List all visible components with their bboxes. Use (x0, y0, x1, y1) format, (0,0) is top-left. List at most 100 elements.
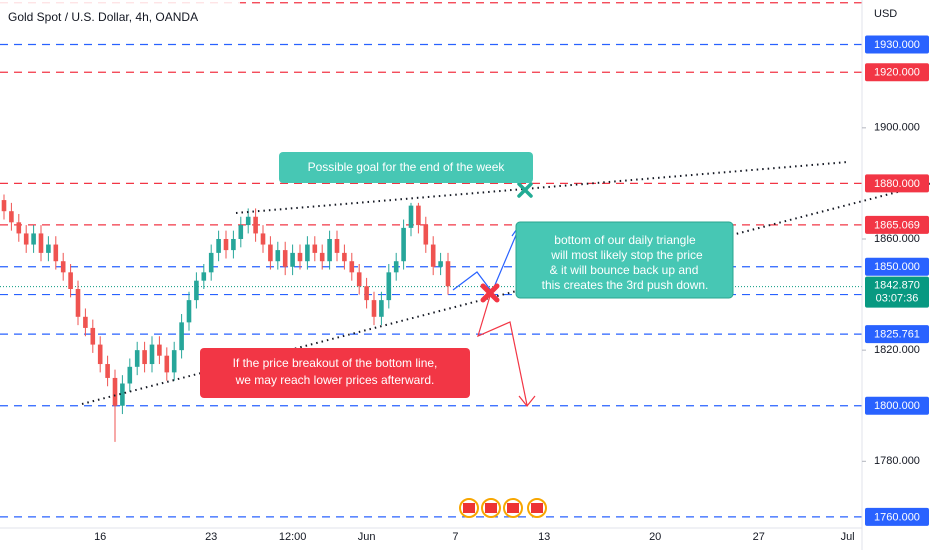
candle-body (268, 244, 273, 262)
price-label: 1760.000 (874, 511, 920, 523)
candle-body (290, 252, 295, 267)
triangle-note-line: will most likely stop the price (550, 248, 703, 262)
x-tick-label: Jun (358, 531, 376, 543)
price-label-box (865, 215, 929, 234)
candle-body (16, 222, 22, 234)
candle-body (379, 300, 384, 317)
candle-body (430, 244, 436, 267)
candle-body (90, 327, 96, 345)
triangle-note-line: & it will bounce back up and (550, 263, 699, 277)
price-label-box (865, 325, 929, 344)
candle-body (386, 272, 392, 301)
price-label: 1880.000 (874, 178, 920, 190)
breakdown-arrow (518, 395, 536, 407)
candle-body (275, 250, 281, 262)
breakout-note-line: we may reach lower prices afterward. (235, 373, 435, 387)
price-label-box (865, 35, 929, 54)
candle-body (97, 344, 103, 365)
candle-body (238, 225, 244, 239)
candle-body (408, 205, 414, 228)
price-label-box (865, 63, 929, 82)
y-tick-label: 1860.000 (874, 233, 920, 245)
price-label-box (865, 174, 929, 193)
x-tick-label: 7 (452, 531, 458, 543)
candle-body (393, 261, 399, 273)
break-marker (480, 283, 500, 303)
price-label: 1920.000 (874, 67, 920, 79)
candle-body (164, 355, 170, 373)
candle-body (342, 252, 347, 262)
candle-body (201, 272, 207, 281)
last-price-label: 1842.870 (874, 279, 920, 291)
y-tick-label: 1820.000 (874, 344, 920, 356)
goal-note-box (279, 152, 533, 183)
price-label: 1930.000 (874, 39, 920, 51)
breakout-note-line: If the price breakout of the bottom line… (233, 356, 438, 370)
price-label-box (865, 257, 929, 276)
candle-body (334, 238, 340, 253)
chart-title: Gold Spot / U.S. Dollar, 4h, OANDA (8, 10, 198, 24)
candle-body (297, 252, 303, 262)
candle-body (327, 238, 332, 262)
x-tick-label: Jul (841, 531, 855, 543)
candle-body (401, 227, 406, 262)
candle-body (356, 272, 362, 287)
candle-body (53, 244, 59, 262)
last-price-box (865, 276, 929, 308)
candle-body (312, 244, 318, 253)
candle-body (179, 322, 184, 351)
price-label: 1865.069 (874, 219, 920, 231)
countdown-label: 03:07:36 (876, 292, 919, 304)
candle-body (120, 383, 125, 406)
title-backdrop (0, 0, 240, 34)
candle-body (319, 252, 325, 262)
y-tick-label: 1900.000 (874, 122, 920, 134)
candle-body (194, 280, 199, 301)
candle-body (245, 216, 251, 226)
price-label: 1825.761 (874, 329, 920, 341)
candle-body (423, 225, 429, 245)
candle-body (60, 261, 66, 273)
candle-body (83, 316, 88, 328)
price-label-box (865, 507, 929, 526)
candle-body (223, 238, 229, 251)
price-label: 1800.000 (874, 400, 920, 412)
x-tick-label: 20 (649, 531, 661, 543)
candle-body (416, 205, 421, 226)
candle-body (171, 350, 177, 373)
candle-body (142, 350, 147, 365)
candle-body (149, 344, 155, 365)
candle-body (46, 244, 51, 253)
x-tick-label: 12:00 (279, 531, 307, 543)
triangle-note-box (515, 221, 734, 299)
candle-body (216, 238, 221, 253)
candle-body (445, 261, 451, 287)
candle-body (9, 211, 14, 223)
y-tick-label: 1780.000 (874, 455, 920, 467)
x-tick-label: 16 (94, 531, 106, 543)
candle-body (282, 250, 288, 267)
currency-label: USD (874, 8, 897, 20)
candle-body (364, 286, 369, 301)
upper-trendline (235, 161, 849, 214)
candle-body (38, 233, 44, 253)
triangle-note-line: bottom of our daily triangle (554, 233, 696, 247)
candle-body (105, 364, 110, 378)
candle-body (1, 200, 7, 212)
candle-body (371, 300, 377, 317)
candle-body (157, 344, 162, 356)
candle-body (305, 244, 310, 262)
candle-body (208, 252, 214, 273)
x-tick-label: 13 (538, 531, 550, 543)
breakout-note-box (200, 348, 470, 398)
goal-note: Possible goal for the end of the week (308, 160, 506, 174)
candle-body (68, 272, 73, 290)
candle-body (260, 233, 266, 245)
x-tick-label: 27 (753, 531, 765, 543)
lower-trendline (81, 182, 932, 405)
triangle-note-line: this creates the 3rd push down. (542, 278, 709, 292)
candle-body (112, 377, 118, 406)
bounce-path (452, 227, 520, 294)
